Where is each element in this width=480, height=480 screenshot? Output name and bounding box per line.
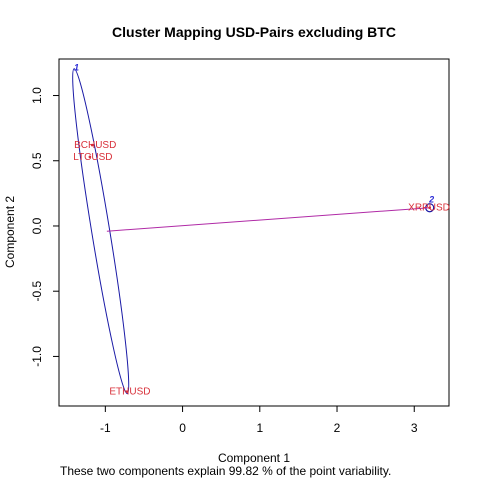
point-label: BCHUSD [74,140,116,151]
cluster-connector [106,207,430,232]
data-point [428,206,431,210]
point-label: LTCUSD [73,152,112,163]
x-tick-label: 2 [334,421,341,435]
y-tick-label: -0.5 [30,281,44,302]
point-label: XRPUSD [408,203,450,214]
x-axis-label: Component 1 [218,451,290,465]
y-tick-label: 0.0 [30,217,44,234]
x-tick-label: 0 [179,421,186,435]
data-point [125,390,129,393]
point-label: ETHUSD [109,387,150,398]
axes: -1 0 1 2 3 -1.0 -0.5 0.0 0.5 1.0 [30,87,418,435]
cluster-number-label: 2 [428,194,434,204]
connector-line [106,207,430,232]
x-tick-label: 1 [256,421,263,435]
variability-caption: These two components explain 99.82 % of … [60,464,391,478]
x-tick-label: -1 [100,421,111,435]
data-point [90,143,94,147]
y-tick-label: 1.0 [30,87,44,104]
cluster-number-label: 1 [74,63,79,73]
y-tick-label: 0.5 [30,152,44,169]
y-tick-label: -1.0 [30,346,44,367]
x-tick-label: 3 [411,421,418,435]
cluster-ellipses: 12 [72,63,435,395]
cluster-1-ellipse [72,68,130,395]
plot-frame [58,58,450,407]
chart-title: Cluster Mapping USD-Pairs excluding BTC [112,24,396,40]
y-axis-label: Component 2 [3,196,17,268]
data-point [88,155,92,159]
